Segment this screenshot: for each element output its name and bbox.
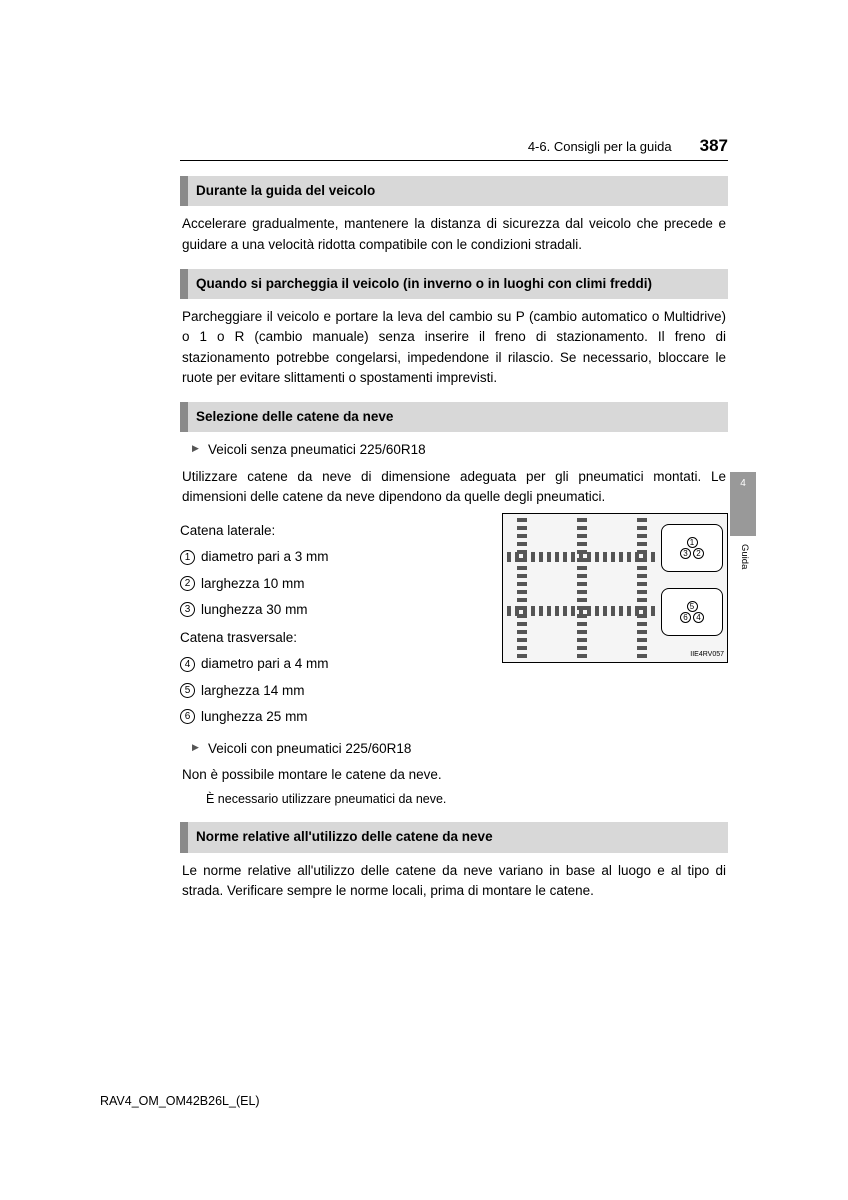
list-item: 6 lunghezza 25 mm [180, 707, 482, 727]
diagram-callout: 5 64 [661, 588, 723, 636]
list-item: 2 larghezza 10 mm [180, 574, 482, 594]
manual-page: 4-6. Consigli per la guida 387 4 Guida D… [0, 0, 848, 1200]
chain-icon [577, 518, 587, 658]
callout-number-icon: 3 [680, 548, 691, 559]
diagram-callout: 1 32 [661, 524, 723, 572]
spec-text: larghezza 14 mm [201, 681, 305, 701]
page-content: Durante la guida del veicolo Accelerare … [180, 176, 728, 901]
header-rule [180, 160, 728, 161]
callout-number-icon: 5 [687, 601, 698, 612]
sub-heading: Veicoli con pneumatici 225/60R18 [192, 739, 728, 759]
note-text: È necessario utilizzare pneumatici da ne… [180, 790, 728, 809]
spec-text: larghezza 10 mm [201, 574, 305, 594]
section-title: Durante la guida del veicolo [180, 176, 728, 206]
doc-footer: RAV4_OM_OM42B26L_(EL) [100, 1094, 260, 1108]
list-item: 3 lunghezza 30 mm [180, 600, 482, 620]
body-text: Accelerare gradualmente, mantenere la di… [180, 214, 728, 255]
section-title: Quando si parcheggia il veicolo (in inve… [180, 269, 728, 299]
diagram-code: IIE4RV057 [690, 650, 724, 661]
page-number: 387 [700, 136, 728, 156]
callout-number-icon: 2 [693, 548, 704, 559]
number-marker-icon: 1 [180, 550, 195, 565]
spec-text: lunghezza 30 mm [201, 600, 308, 620]
body-text: Utilizzare catene da neve di dimensione … [180, 467, 728, 508]
list-item: 4 diametro pari a 4 mm [180, 654, 482, 674]
chain-icon [507, 552, 657, 562]
chain-icon [517, 518, 527, 658]
page-header: 4-6. Consigli per la guida 387 [528, 136, 728, 156]
breadcrumb: 4-6. Consigli per la guida [528, 139, 672, 154]
section-title: Norme relative all'utilizzo delle catene… [180, 822, 728, 852]
spec-text: diametro pari a 4 mm [201, 654, 329, 674]
number-marker-icon: 4 [180, 657, 195, 672]
chain-diagram: 1 32 5 64 IIE4RV057 [502, 513, 728, 663]
spec-group-title: Catena laterale: [180, 521, 482, 541]
number-marker-icon: 3 [180, 602, 195, 617]
spec-row: Catena laterale: 1 diametro pari a 3 mm 2… [180, 513, 728, 733]
callout-number-icon: 4 [693, 612, 704, 623]
chapter-number: 4 [740, 478, 746, 489]
list-item: 5 larghezza 14 mm [180, 681, 482, 701]
callout-number-icon: 1 [687, 537, 698, 548]
spec-text: lunghezza 25 mm [201, 707, 308, 727]
section-title: Selezione delle catene da neve [180, 402, 728, 432]
list-item: 1 diametro pari a 3 mm [180, 547, 482, 567]
chain-icon [507, 606, 657, 616]
body-text: Non è possibile montare le catene da nev… [180, 765, 728, 785]
number-marker-icon: 6 [180, 709, 195, 724]
chapter-tab: 4 [730, 472, 756, 536]
body-text: Le norme relative all'utilizzo delle cat… [180, 861, 728, 902]
sub-heading: Veicoli senza pneumatici 225/60R18 [192, 440, 728, 460]
spec-list: Catena laterale: 1 diametro pari a 3 mm 2… [180, 513, 482, 733]
number-marker-icon: 5 [180, 683, 195, 698]
spec-group-title: Catena trasversale: [180, 628, 482, 648]
body-text: Parcheggiare il veicolo e portare la lev… [180, 307, 728, 388]
spec-text: diametro pari a 3 mm [201, 547, 329, 567]
number-marker-icon: 2 [180, 576, 195, 591]
chain-icon [637, 518, 647, 658]
callout-number-icon: 6 [680, 612, 691, 623]
chapter-tab-label: Guida [739, 544, 750, 569]
